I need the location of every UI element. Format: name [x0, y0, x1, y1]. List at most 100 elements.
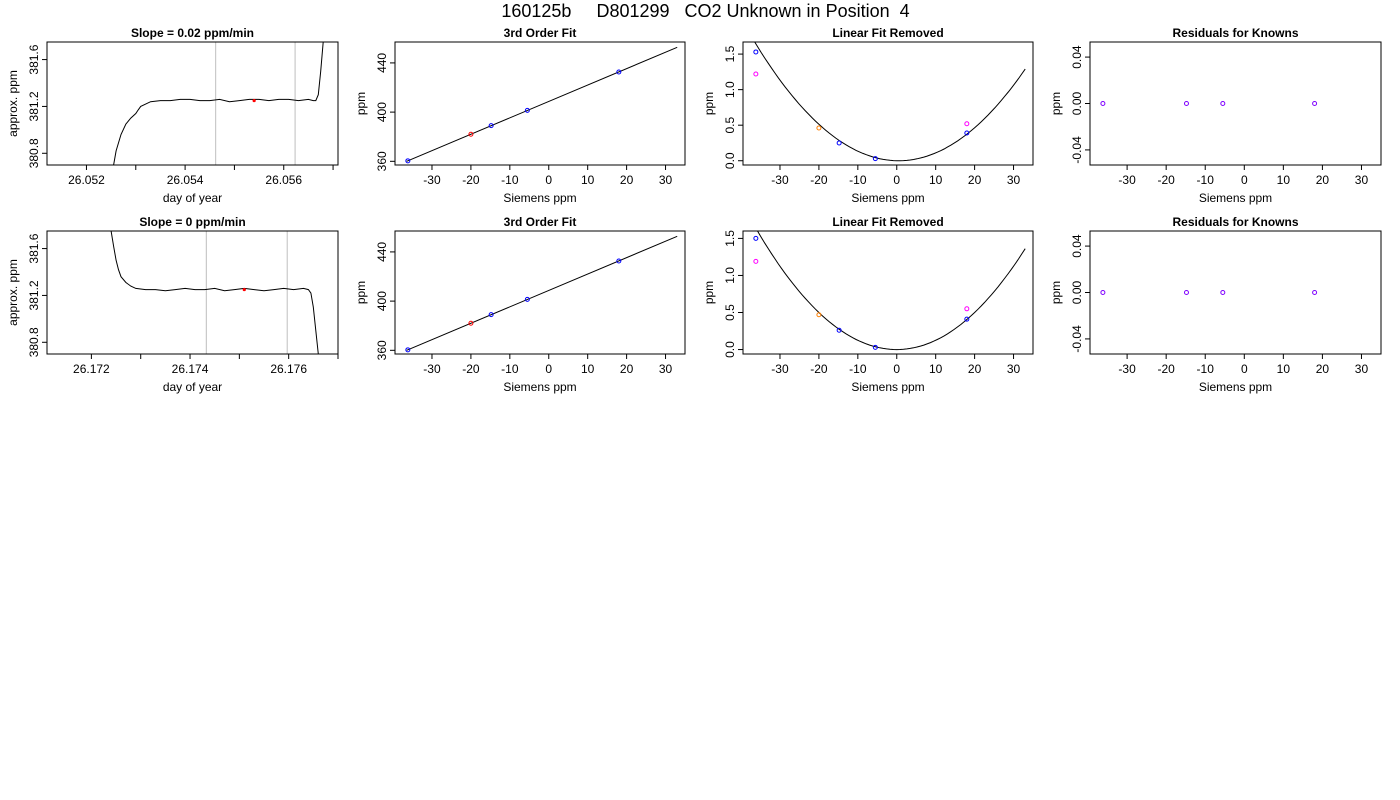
x-axis-label: day of year	[163, 191, 222, 205]
data-line	[110, 231, 319, 354]
data-point	[816, 125, 822, 131]
x-tick-label: 10	[581, 362, 595, 376]
x-tick-label: -30	[423, 362, 441, 376]
data-point	[1100, 101, 1106, 106]
x-tick-label: 20	[1316, 173, 1330, 187]
y-tick-label: 400	[375, 291, 389, 311]
page-title: 160125b D801299 CO2 Unknown in Position …	[501, 1, 910, 21]
data-point	[488, 312, 494, 318]
x-tick-label: -20	[1157, 362, 1175, 376]
x-tick-label: -20	[462, 362, 480, 376]
y-tick-label: 0.5	[723, 117, 737, 134]
data-point	[468, 131, 474, 137]
chart-panel-6: 3rd Order Fit -30 -20 -10 0 10 20 30 360 400 440 Si…	[354, 215, 686, 394]
x-tick-label: 10	[1277, 173, 1291, 187]
y-tick-label: 400	[375, 102, 389, 122]
chart-panel-4: Residuals for Knowns -30 -20 -10 0 10 20 30 -0.0…	[1049, 26, 1382, 205]
fit-line	[406, 235, 678, 351]
data-point	[488, 123, 494, 129]
x-tick-label: -10	[849, 362, 867, 376]
data-point	[816, 312, 822, 318]
plot-frame	[394, 41, 686, 166]
chart-title: Slope = 0.02 ppm/min	[131, 26, 254, 40]
fit-curve	[754, 42, 1026, 162]
chart-title: Residuals for Knowns	[1172, 26, 1298, 40]
plot-frame	[1089, 230, 1382, 355]
plot-frame	[46, 230, 339, 355]
x-tick-label: -10	[501, 173, 519, 187]
y-tick-label: 0.5	[723, 304, 737, 321]
data-point	[753, 71, 759, 77]
chart-title: 3rd Order Fit	[504, 215, 577, 229]
y-tick-label: 0.00	[1070, 91, 1084, 115]
y-axis-label: ppm	[354, 281, 368, 304]
y-tick-label: 1.5	[723, 230, 737, 247]
x-axis-label: Siemens ppm	[503, 380, 576, 394]
data-point	[405, 158, 411, 164]
data-point	[616, 258, 622, 264]
data-point	[964, 306, 970, 312]
data-point	[405, 347, 411, 353]
x-tick-label: 0	[893, 362, 900, 376]
data-point	[1100, 290, 1106, 295]
x-tick-label: 10	[1277, 362, 1291, 376]
x-tick-label: 10	[929, 173, 943, 187]
plot-area	[1100, 290, 1318, 295]
x-tick-label: -10	[1197, 173, 1215, 187]
y-axis-label: ppm	[702, 92, 716, 115]
y-axis-label: ppm	[354, 92, 368, 115]
chart-panel-2: 3rd Order Fit -30 -20 -10 0 10 20 30 360 400 440 Si…	[354, 26, 686, 205]
y-tick-label: 0.04	[1070, 45, 1084, 69]
y-tick-label: 360	[375, 340, 389, 360]
fit-curve	[756, 231, 1026, 351]
x-tick-label: 20	[620, 173, 634, 187]
x-tick-label: 30	[659, 173, 673, 187]
chart-panel-8: Residuals for Knowns -30 -20 -10 0 10 20 30 -0.0…	[1049, 215, 1382, 394]
x-tick-label: -30	[423, 173, 441, 187]
x-tick-label: 20	[1316, 362, 1330, 376]
y-axis-label: ppm	[1049, 92, 1063, 115]
y-tick-label: 0.0	[723, 341, 737, 358]
x-tick-label: -10	[1197, 362, 1215, 376]
y-axis-label: ppm	[1049, 281, 1063, 304]
data-point	[836, 327, 842, 333]
x-tick-label: 26.172	[73, 362, 110, 376]
x-tick-label: 30	[1355, 362, 1369, 376]
plot-area	[1100, 101, 1318, 106]
x-tick-label: 30	[1007, 362, 1021, 376]
y-tick-label: 380.8	[27, 327, 41, 357]
chart-title: Linear Fit Removed	[832, 215, 943, 229]
plot-area	[113, 42, 324, 165]
data-point	[1220, 101, 1226, 106]
data-point	[872, 156, 878, 162]
x-tick-label: 26.056	[265, 173, 302, 187]
data-point	[524, 296, 530, 302]
chart-title: Slope = 0 ppm/min	[139, 215, 245, 229]
x-axis-label: Siemens ppm	[851, 191, 924, 205]
data-point	[836, 140, 842, 146]
chart-panel-7: Linear Fit Removed -30 -20 -10 0 10 20 30 0.0 0.5…	[702, 215, 1034, 394]
data-point	[1183, 101, 1189, 106]
x-tick-label: -30	[771, 362, 789, 376]
data-point	[1312, 290, 1318, 295]
data-point	[872, 344, 878, 350]
y-tick-label: 381.2	[27, 91, 41, 121]
y-tick-label: 1.0	[723, 267, 737, 284]
x-tick-label: -10	[501, 362, 519, 376]
x-axis-label: Siemens ppm	[1199, 191, 1272, 205]
y-axis-label: approx. ppm	[6, 259, 20, 326]
plot-frame	[394, 230, 686, 355]
y-tick-label: 440	[375, 242, 389, 262]
current-point-marker	[242, 287, 246, 292]
x-tick-label: -20	[810, 173, 828, 187]
x-tick-label: 10	[929, 362, 943, 376]
plot-area	[753, 231, 1026, 351]
chart-panel-1: Slope = 0.02 ppm/min 26.052 26.054 26.056 38…	[6, 26, 339, 205]
x-tick-label: -20	[462, 173, 480, 187]
y-tick-label: 0.00	[1070, 280, 1084, 304]
x-tick-label: -10	[849, 173, 867, 187]
x-tick-label: 20	[620, 362, 634, 376]
chart-title: Linear Fit Removed	[832, 26, 943, 40]
data-point	[964, 121, 970, 127]
